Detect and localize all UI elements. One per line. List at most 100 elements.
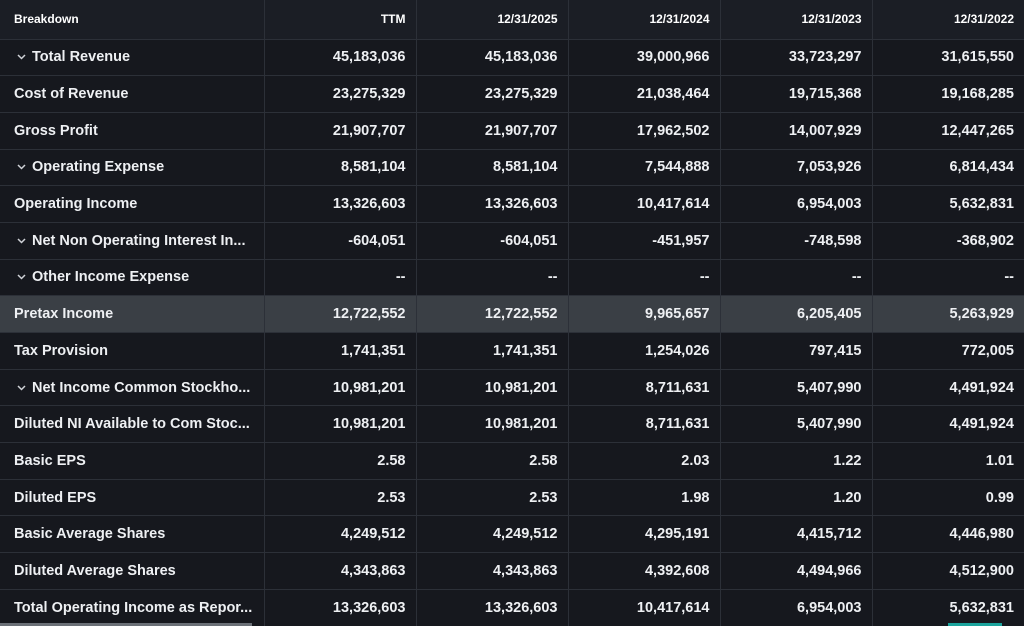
value-cell: 1.20 bbox=[720, 479, 873, 517]
table-row[interactable]: Total Revenue 45,183,036 45,183,036 39,000,… bbox=[0, 39, 1024, 77]
table-row: Pretax Income 12,722,552 12,722,552 9,965,6… bbox=[0, 295, 1024, 333]
table-row: Diluted EPS 2.53 2.53 1.98 1.20 0.99 bbox=[0, 479, 1024, 517]
chevron-down-icon[interactable] bbox=[14, 271, 28, 283]
value-cell: -604,051 bbox=[416, 222, 569, 260]
row-label-cell: Diluted NI Available to Com Stoc... bbox=[0, 405, 265, 444]
value-cell: 6,814,434 bbox=[872, 149, 1024, 187]
value-cell: 10,981,201 bbox=[264, 369, 417, 407]
value-cell: -451,957 bbox=[568, 222, 721, 260]
value-cell: 1,254,026 bbox=[568, 332, 721, 370]
value-cell: 2.58 bbox=[264, 442, 417, 480]
value-cell: 14,007,929 bbox=[720, 112, 873, 150]
table-header: Breakdown TTM 12/31/2025 12/31/2024 12/3… bbox=[0, 0, 1024, 40]
row-label: Pretax Income bbox=[14, 306, 114, 323]
header-row: Breakdown TTM 12/31/2025 12/31/2024 12/3… bbox=[0, 0, 1024, 40]
value-cell: -- bbox=[264, 259, 417, 297]
value-cell: 13,326,603 bbox=[416, 185, 569, 223]
row-label-cell[interactable]: Operating Expense bbox=[0, 149, 265, 187]
row-label-cell: Operating Income bbox=[0, 185, 265, 223]
value-cell: 19,715,368 bbox=[720, 75, 873, 113]
value-cell: -- bbox=[416, 259, 569, 297]
header-breakdown: Breakdown bbox=[0, 0, 265, 40]
value-cell: 4,491,924 bbox=[872, 405, 1024, 444]
value-cell: 17,962,502 bbox=[568, 112, 721, 150]
value-cell: -- bbox=[720, 259, 873, 297]
value-cell: 21,038,464 bbox=[568, 75, 721, 113]
value-cell: 12,447,265 bbox=[872, 112, 1024, 150]
header-col-2025[interactable]: 12/31/2025 bbox=[416, 0, 569, 40]
value-cell: 8,711,631 bbox=[568, 369, 721, 407]
value-cell: 23,275,329 bbox=[416, 75, 569, 113]
value-cell: 7,053,926 bbox=[720, 149, 873, 187]
table-row[interactable]: Net Non Operating Interest In... -604,051… bbox=[0, 222, 1024, 260]
row-label-cell[interactable]: Net Income Common Stockho... bbox=[0, 369, 265, 407]
value-cell: -- bbox=[568, 259, 721, 297]
value-cell: 4,295,191 bbox=[568, 515, 721, 554]
header-col-2023[interactable]: 12/31/2023 bbox=[720, 0, 873, 40]
row-label-cell[interactable]: Net Non Operating Interest In... bbox=[0, 222, 265, 260]
table-row: Tax Provision 1,741,351 1,741,351 1,254,026… bbox=[0, 332, 1024, 370]
value-cell: 5,632,831 bbox=[872, 589, 1024, 626]
value-cell: 1.22 bbox=[720, 442, 873, 480]
value-cell: 8,581,104 bbox=[416, 149, 569, 187]
value-cell: 8,581,104 bbox=[264, 149, 417, 187]
value-cell: 6,954,003 bbox=[720, 185, 873, 223]
header-col-ttm[interactable]: TTM bbox=[264, 0, 417, 40]
chevron-down-icon[interactable] bbox=[14, 161, 28, 173]
value-cell: 1.98 bbox=[568, 479, 721, 517]
table-row: Basic Average Shares 4,249,512 4,249,512 4,… bbox=[0, 515, 1024, 554]
table-row[interactable]: Operating Expense 8,581,104 8,581,104 7,544… bbox=[0, 149, 1024, 187]
value-cell: 4,512,900 bbox=[872, 552, 1024, 590]
value-cell: 9,965,657 bbox=[568, 295, 721, 333]
header-col-2024[interactable]: 12/31/2024 bbox=[568, 0, 721, 40]
row-label: Tax Provision bbox=[14, 342, 109, 359]
header-col-2022[interactable]: 12/31/2022 bbox=[872, 0, 1024, 40]
value-cell: 2.53 bbox=[264, 479, 417, 517]
value-cell: 4,494,966 bbox=[720, 552, 873, 590]
row-label: Total Operating Income as Repor... bbox=[14, 599, 253, 616]
row-label: Total Revenue bbox=[32, 49, 131, 66]
value-cell: 45,183,036 bbox=[416, 39, 569, 77]
row-label: Basic EPS bbox=[14, 452, 86, 469]
table-row: Gross Profit 21,907,707 21,907,707 17,962,5… bbox=[0, 112, 1024, 150]
value-cell: 4,249,512 bbox=[416, 515, 569, 554]
value-cell: -748,598 bbox=[720, 222, 873, 260]
value-cell: 772,005 bbox=[872, 332, 1024, 370]
value-cell: 6,954,003 bbox=[720, 589, 873, 626]
value-cell: 13,326,603 bbox=[416, 589, 569, 626]
value-cell: 33,723,297 bbox=[720, 39, 873, 77]
row-label-cell[interactable]: Other Income Expense bbox=[0, 259, 265, 297]
row-label-cell[interactable]: Total Revenue bbox=[0, 39, 265, 77]
horizontal-scrollbar-thumb[interactable] bbox=[0, 623, 252, 626]
chevron-down-icon[interactable] bbox=[14, 382, 28, 394]
value-cell: 21,907,707 bbox=[416, 112, 569, 150]
value-cell: 4,343,863 bbox=[264, 552, 417, 590]
value-cell: 23,275,329 bbox=[264, 75, 417, 113]
row-label-cell: Pretax Income bbox=[0, 295, 265, 333]
table-row[interactable]: Net Income Common Stockho... 10,981,201 10… bbox=[0, 369, 1024, 407]
scroll-indicator bbox=[948, 623, 1002, 626]
value-cell: -604,051 bbox=[264, 222, 417, 260]
row-label-cell: Basic Average Shares bbox=[0, 515, 265, 554]
row-label: Basic Average Shares bbox=[14, 526, 166, 543]
table-row: Operating Income 13,326,603 13,326,603 10,4… bbox=[0, 185, 1024, 223]
value-cell: 4,446,980 bbox=[872, 515, 1024, 554]
table-row[interactable]: Other Income Expense -- -- -- -- -- bbox=[0, 259, 1024, 297]
value-cell: 4,491,924 bbox=[872, 369, 1024, 407]
chevron-down-icon[interactable] bbox=[14, 51, 28, 63]
row-label-cell: Cost of Revenue bbox=[0, 75, 265, 113]
value-cell: 4,392,608 bbox=[568, 552, 721, 590]
chevron-down-icon[interactable] bbox=[14, 235, 28, 247]
value-cell: 21,907,707 bbox=[264, 112, 417, 150]
value-cell: 2.03 bbox=[568, 442, 721, 480]
value-cell: 10,417,614 bbox=[568, 589, 721, 626]
value-cell: 31,615,550 bbox=[872, 39, 1024, 77]
row-label: Other Income Expense bbox=[32, 269, 190, 286]
row-label: Operating Income bbox=[14, 196, 138, 213]
value-cell: 5,632,831 bbox=[872, 185, 1024, 223]
value-cell: -368,902 bbox=[872, 222, 1024, 260]
row-label-cell: Diluted EPS bbox=[0, 479, 265, 517]
value-cell: 2.53 bbox=[416, 479, 569, 517]
row-label-cell: Total Operating Income as Repor... bbox=[0, 589, 265, 626]
